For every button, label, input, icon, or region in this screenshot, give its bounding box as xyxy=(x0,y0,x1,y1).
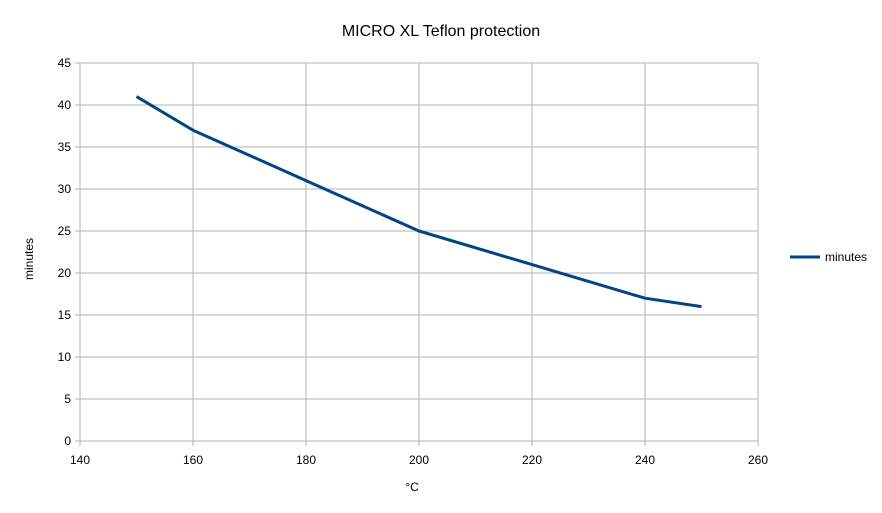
chart-title: MICRO XL Teflon protection xyxy=(342,23,540,40)
legend: minutes xyxy=(790,250,867,264)
x-tick-label: 260 xyxy=(748,453,768,467)
y-tick-label: 35 xyxy=(58,140,72,154)
y-tick-label: 45 xyxy=(58,56,72,70)
x-tick-label: 200 xyxy=(409,453,429,467)
axes xyxy=(75,62,759,446)
y-tick-label: 10 xyxy=(58,350,72,364)
y-tick-label: 0 xyxy=(64,434,71,448)
y-tick-label: 30 xyxy=(58,182,72,196)
y-tick-labels: 0 5 10 15 20 25 30 35 40 45 xyxy=(58,56,72,448)
x-tick-label: 180 xyxy=(296,453,316,467)
x-tick-label: 140 xyxy=(70,453,90,467)
grid xyxy=(79,62,759,442)
y-axis-label: minutes xyxy=(22,238,36,280)
x-tick-label: 160 xyxy=(183,453,203,467)
y-tick-label: 40 xyxy=(58,98,72,112)
legend-label-minutes: minutes xyxy=(825,250,867,264)
y-tick-label: 20 xyxy=(58,266,72,280)
x-tick-labels: 140 160 180 200 220 240 260 xyxy=(70,453,768,467)
x-tick-label: 240 xyxy=(635,453,655,467)
series-layer xyxy=(135,95,702,309)
x-tick-label: 220 xyxy=(522,453,542,467)
y-tick-label: 5 xyxy=(64,392,71,406)
x-axis-label: °C xyxy=(405,480,419,494)
series-line-minutes xyxy=(135,95,702,309)
y-tick-label: 15 xyxy=(58,308,72,322)
y-tick-label: 25 xyxy=(58,224,72,238)
